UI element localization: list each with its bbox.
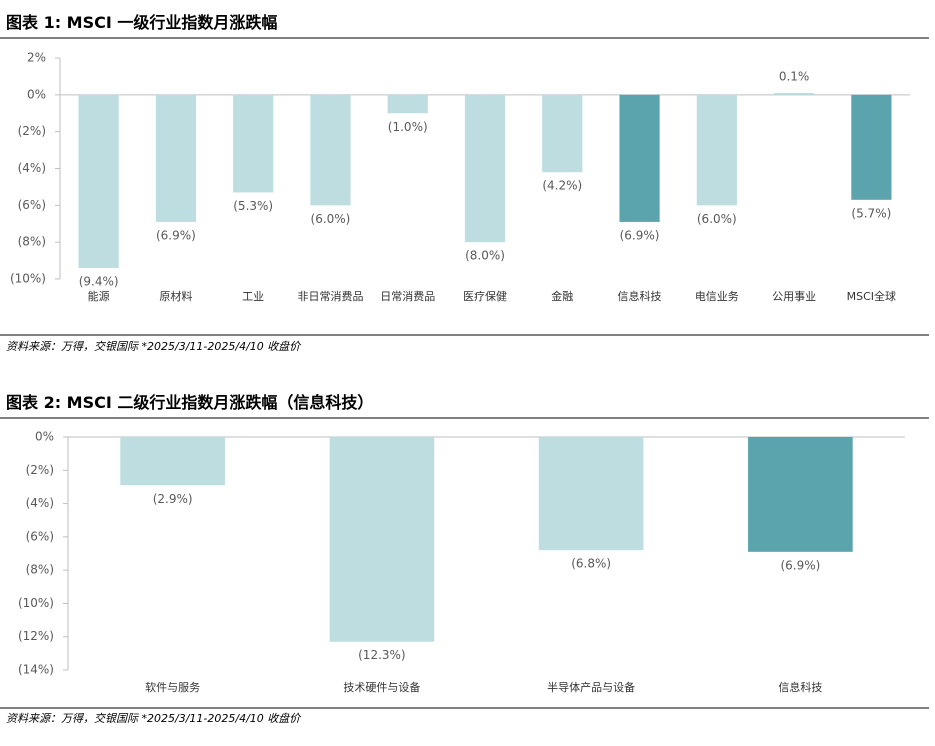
x-tick-label: 信息科技 <box>778 680 822 694</box>
y-tick-label: 0% <box>35 430 54 444</box>
chart-title: 图表 2: MSCI 二级行业指数月涨跌幅（信息科技） <box>6 393 373 412</box>
x-tick-label: 原材料 <box>159 289 192 303</box>
y-tick-label: (2%) <box>18 124 46 138</box>
value-label: (8.0%) <box>465 249 505 263</box>
x-tick-label: 公用事业 <box>772 290 816 303</box>
y-tick-label: 0% <box>27 87 46 101</box>
y-tick-label: (4%) <box>26 496 54 510</box>
bar <box>542 94 583 173</box>
bar <box>120 437 225 486</box>
value-label: (4.2%) <box>542 179 582 193</box>
value-label: (2.9%) <box>153 492 193 506</box>
x-tick-label: 金融 <box>551 289 573 303</box>
y-tick-label: 2% <box>27 51 46 65</box>
y-tick-label: (2%) <box>26 463 54 477</box>
y-tick-label: (12%) <box>18 629 54 643</box>
value-label: (6.9%) <box>780 558 820 572</box>
source-note: 资料来源：万得，交银国际 *2025/3/11-2025/4/10 收盘价 <box>6 712 301 725</box>
bar <box>538 437 644 551</box>
y-tick-label: (8%) <box>26 563 54 577</box>
bar <box>329 437 435 642</box>
chart-title: 图表 1: MSCI 一级行业指数月涨跌幅 <box>6 13 277 32</box>
value-label: (1.0%) <box>388 120 428 134</box>
value-label: (6.9%) <box>156 228 196 242</box>
value-label: (9.4%) <box>79 274 119 288</box>
y-tick-label: (10%) <box>18 596 54 610</box>
y-tick-label: (6%) <box>18 198 46 212</box>
bar <box>851 94 892 200</box>
x-tick-label: 医疗保健 <box>463 289 507 303</box>
x-tick-label: 软件与服务 <box>145 680 200 694</box>
value-label: (6.8%) <box>571 557 611 571</box>
x-tick-label: 非日常消费品 <box>297 289 363 303</box>
bar <box>748 437 853 552</box>
y-tick-label: (6%) <box>26 529 54 543</box>
y-tick-label: (4%) <box>18 161 46 175</box>
bar <box>233 94 274 193</box>
x-tick-label: 信息科技 <box>618 289 662 303</box>
bar <box>619 94 660 222</box>
bar <box>387 94 428 114</box>
y-tick-label: (10%) <box>10 272 46 286</box>
value-label: (5.7%) <box>851 206 891 220</box>
x-tick-label: 日常消费品 <box>380 289 435 303</box>
value-label: 0.1% <box>779 69 810 83</box>
value-label: (6.0%) <box>311 212 351 226</box>
value-label: (12.3%) <box>358 648 405 662</box>
x-tick-label: 能源 <box>88 289 110 303</box>
x-tick-label: 技术硬件与设备 <box>343 680 420 694</box>
source-note: 资料来源：万得，交银国际 *2025/3/11-2025/4/10 收盘价 <box>6 340 301 353</box>
value-label: (6.0%) <box>697 212 737 226</box>
x-tick-label: 工业 <box>242 290 264 303</box>
x-tick-label: MSCI全球 <box>847 289 896 303</box>
x-tick-label: 电信业务 <box>695 290 739 303</box>
y-tick-label: (8%) <box>18 235 46 249</box>
x-tick-label: 半导体产品与设备 <box>547 680 635 694</box>
bar <box>78 94 119 268</box>
value-label: (5.3%) <box>233 199 273 213</box>
bar <box>155 94 196 222</box>
bar <box>696 94 737 206</box>
bar <box>774 92 815 95</box>
y-tick-label: (14%) <box>18 663 54 677</box>
bar <box>310 94 351 206</box>
bar <box>464 94 506 243</box>
value-label: (6.9%) <box>620 228 660 242</box>
